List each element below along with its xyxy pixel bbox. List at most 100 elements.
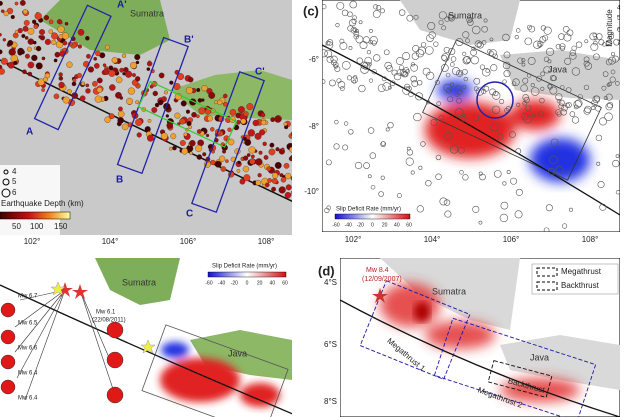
colorbar-tick: 60 (282, 280, 288, 286)
place-label: Java (228, 348, 247, 358)
event-label: Mw 6.7 (18, 294, 38, 300)
legend-label: 4 (12, 167, 17, 176)
earthquake (220, 166, 227, 172)
earthquake (549, 74, 557, 82)
earthquake (243, 111, 249, 117)
earthquake (262, 141, 267, 146)
earthquake (615, 81, 620, 86)
earthquake (530, 83, 535, 88)
earthquake (536, 75, 542, 82)
earthquake (398, 65, 405, 71)
earthquake (135, 76, 141, 82)
earthquake (2, 38, 7, 42)
earthquake (179, 118, 186, 125)
legend-label: 6 (617, 28, 621, 34)
earthquake (267, 178, 272, 183)
earthquake (288, 156, 292, 162)
earthquake (293, 162, 297, 166)
colorbar-tick: 0 (371, 222, 374, 228)
earthquake (358, 20, 363, 25)
earthquake (606, 83, 611, 87)
earthquake (44, 38, 51, 45)
earthquake (181, 147, 189, 155)
earthquake (280, 176, 287, 183)
earthquake (450, 56, 457, 62)
earthquake (366, 50, 372, 55)
earthquake (420, 141, 426, 147)
earthquake (611, 52, 616, 57)
earthquake (353, 30, 360, 37)
earthquake (207, 115, 213, 122)
earthquake (360, 65, 369, 74)
earthquake (127, 87, 135, 95)
place-label: Sumatra (122, 277, 156, 287)
earthquake (597, 180, 605, 189)
earthquake (290, 175, 292, 181)
earthquake (522, 100, 528, 106)
earthquake (430, 119, 438, 127)
earthquake (322, 49, 328, 58)
earthquake (31, 54, 38, 62)
earthquake (411, 52, 420, 60)
earthquake (14, 1, 19, 6)
earthquake (516, 28, 521, 33)
earthquake (169, 80, 174, 85)
earthquake (180, 100, 187, 107)
earthquake (424, 46, 434, 55)
earthquake (168, 146, 173, 151)
earthquake (87, 66, 94, 73)
earthquake (467, 19, 474, 26)
earthquake (354, 161, 363, 170)
earthquake (324, 49, 333, 58)
earthquake (19, 0, 26, 6)
earthquake (152, 90, 158, 97)
earthquake (325, 40, 331, 46)
earthquake (122, 72, 126, 76)
earthquake (478, 220, 483, 225)
earthquake (246, 153, 251, 157)
earthquake (243, 155, 249, 161)
earthquake (367, 62, 372, 67)
earthquake (35, 62, 43, 70)
earthquake (388, 85, 392, 90)
earthquake (255, 179, 262, 186)
earthquake (85, 36, 90, 41)
earthquake (598, 39, 605, 46)
legend-label: 7 (617, 41, 621, 47)
earthquake (347, 11, 353, 18)
earthquake (528, 25, 536, 33)
earthquake (386, 65, 393, 72)
earthquake (466, 17, 473, 23)
earthquake (66, 88, 72, 94)
earthquake (577, 94, 583, 100)
earthquake (499, 99, 505, 105)
lat-tick: 4°S (324, 278, 337, 287)
earthquake (521, 58, 526, 63)
earthquake (185, 86, 193, 94)
earthquake (514, 35, 519, 40)
earthquake (26, 46, 32, 52)
earthquake (260, 119, 267, 126)
earthquake (454, 85, 462, 93)
earthquake (58, 20, 63, 25)
earthquake (219, 155, 226, 162)
earthquake (377, 84, 386, 93)
earthquake (121, 53, 127, 58)
event-label: Mw 6.1 (96, 310, 116, 316)
earthquake (354, 28, 359, 34)
earthquake (79, 95, 86, 102)
earthquake (325, 41, 334, 50)
earthquake (559, 85, 565, 90)
earthquake (48, 19, 54, 25)
earthquake (72, 78, 77, 83)
earthquake (571, 45, 577, 51)
earthquake (349, 0, 358, 9)
earthquake (246, 103, 254, 111)
colorbar-title: Slip Deficit Rate (mm/yr) (212, 264, 277, 270)
earthquake (0, 68, 5, 75)
earthquake (33, 24, 39, 29)
earthquake (285, 184, 292, 191)
lon-tick: 106° (180, 237, 197, 246)
colorbar-tick: 100 (30, 222, 44, 231)
